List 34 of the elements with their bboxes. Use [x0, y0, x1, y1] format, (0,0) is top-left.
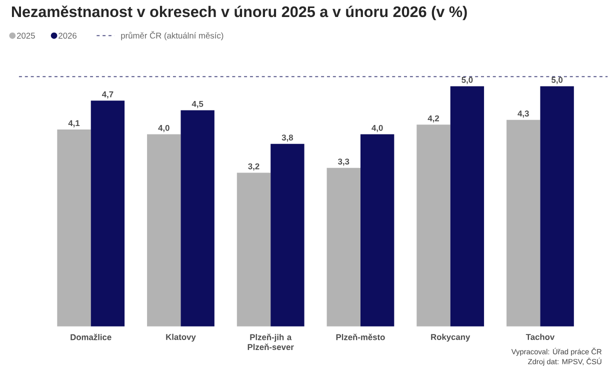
data-label: 4,7 [102, 92, 114, 99]
data-label: 3,3 [338, 158, 350, 166]
x-tick-label: Klatovy [166, 334, 196, 342]
bar [326, 168, 360, 327]
bar [360, 134, 394, 327]
legend-label: 2026 [58, 32, 77, 39]
bar [270, 144, 304, 327]
data-label: 3,8 [282, 134, 294, 142]
legend-label: 2025 [17, 32, 35, 39]
data-label: 5,0 [551, 77, 563, 84]
chart-title: Nezaměstnanost v okresech v únoru 2025 a v únoru 2026 (v %) [12, 6, 467, 20]
data-label: 3,2 [248, 164, 260, 171]
bar [506, 120, 540, 327]
x-tick-label: Rokycany [431, 334, 470, 342]
bar [90, 100, 125, 327]
data-label: 4,1 [68, 120, 80, 128]
bar [450, 86, 484, 327]
bar [236, 172, 271, 327]
legend-label: průměr ČR (aktuální měsíc) [121, 31, 224, 40]
data-label: 4,0 [372, 125, 383, 132]
bar [540, 86, 574, 327]
data-label: 4,5 [192, 101, 204, 108]
data-label: 4,2 [428, 116, 439, 123]
x-tick-label: Plzeň-město [336, 334, 385, 340]
bar [147, 134, 181, 327]
x-tick-label: Tachov [526, 334, 555, 340]
bar [416, 124, 450, 327]
x-tick-label: Domažlice [70, 334, 112, 340]
data-label: 4,0 [158, 125, 170, 132]
bar [57, 130, 91, 327]
data-label: 5,0 [462, 77, 473, 84]
data-label: 4,3 [518, 110, 529, 118]
x-tick-label: Plzeň-jih a Plzeň-sever [248, 334, 294, 350]
bar [180, 110, 214, 327]
